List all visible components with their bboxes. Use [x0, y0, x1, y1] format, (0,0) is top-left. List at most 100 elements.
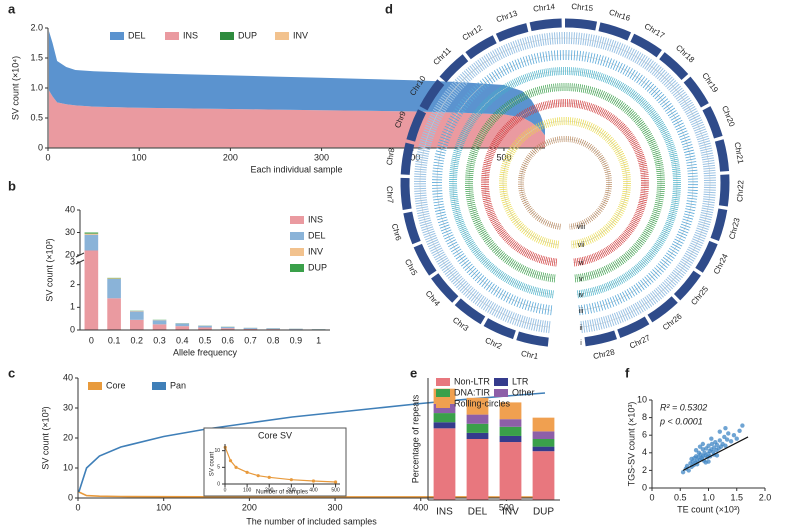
y-tick-label: 0.5 — [30, 112, 43, 122]
legend-swatch — [220, 32, 234, 40]
y-tick-label: 5 — [217, 465, 220, 471]
legend-label: INV — [308, 246, 323, 256]
bar — [243, 327, 258, 329]
y-tick-label: 0 — [68, 492, 73, 502]
bar — [499, 402, 522, 420]
annotation: p < 0.0001 — [659, 416, 703, 426]
point — [706, 459, 711, 464]
point — [724, 437, 730, 442]
bar — [499, 435, 522, 443]
bar — [107, 298, 121, 330]
legend-label: LTR — [512, 376, 529, 386]
x-tick-label: 0.2 — [131, 335, 144, 345]
bar — [152, 320, 167, 325]
bar — [499, 442, 522, 500]
track-label: iii — [579, 308, 584, 315]
point — [693, 447, 699, 453]
chromosome-label: Chr1 — [520, 349, 539, 361]
x-tick-label: 2.0 — [759, 492, 772, 502]
chromosome-label: Chr7 — [385, 186, 395, 204]
x-tick-label: 200 — [242, 502, 257, 512]
line — [78, 392, 546, 493]
chromosome-label: Chr16 — [608, 8, 632, 23]
legend-swatch — [110, 32, 124, 40]
bar — [84, 234, 99, 251]
inset-point — [311, 479, 316, 483]
legend-label: DUP — [238, 30, 257, 40]
x-tick-label: 0.7 — [244, 335, 257, 345]
y-tick-label: 10 — [214, 448, 220, 454]
legend-swatch — [494, 378, 508, 386]
line — [78, 491, 546, 498]
point — [717, 429, 722, 434]
y-axis-title: SV count (×10³) — [44, 238, 54, 301]
bar — [175, 323, 190, 327]
ideogram — [710, 208, 728, 242]
point — [700, 447, 706, 452]
x-tick-label: 0 — [75, 502, 80, 512]
x-tick-label: DUP — [533, 507, 554, 518]
inset-point — [289, 478, 293, 482]
x-tick-label: 100 — [156, 502, 171, 512]
legend-swatch — [290, 264, 304, 272]
ideogram — [529, 18, 562, 32]
inset-y-title: SV count — [210, 451, 216, 476]
bar — [130, 311, 144, 320]
inset-point — [234, 465, 238, 469]
point — [686, 468, 691, 473]
track-label: v — [579, 276, 583, 283]
x-tick-label: 200 — [223, 152, 238, 162]
bar — [532, 451, 555, 500]
legend-swatch — [275, 32, 289, 40]
legend-label: Core — [106, 380, 126, 390]
chromosome-label: Chr24 — [712, 252, 730, 276]
bar — [466, 423, 489, 433]
ideogram — [454, 298, 486, 325]
ideogram — [413, 243, 437, 276]
legend-swatch — [436, 389, 450, 397]
chromosome-label: Chr6 — [390, 223, 404, 243]
y-tick-label: 20 — [65, 249, 75, 259]
point — [680, 469, 686, 475]
ideogram — [584, 330, 618, 347]
bar — [433, 413, 456, 423]
y-tick-label: 0 — [70, 324, 75, 334]
x-tick-label: 0.6 — [221, 335, 234, 345]
x-axis-title: TE count (×10³) — [677, 504, 740, 514]
x-tick-label: 400 — [413, 502, 428, 512]
track — [481, 99, 649, 267]
area — [48, 31, 545, 136]
chromosome-label: Chr26 — [661, 311, 684, 332]
x-tick-label: 1.5 — [730, 492, 743, 502]
point — [726, 431, 731, 436]
x-tick-label: DEL — [468, 507, 488, 518]
bar — [266, 328, 280, 330]
point — [728, 439, 734, 444]
bar — [152, 324, 167, 330]
chromosome-label: Chr17 — [643, 22, 667, 41]
track-label: iv — [578, 292, 584, 299]
legend-swatch — [494, 389, 508, 397]
point — [737, 428, 742, 433]
y-tick-label: 40 — [65, 204, 75, 214]
bar — [220, 328, 235, 330]
x-tick-label: 400 — [405, 152, 420, 162]
legend-label: DEL — [128, 30, 146, 40]
x-tick-label: INS — [436, 507, 453, 518]
inset-x-title: Number of samples — [256, 490, 308, 496]
track — [465, 83, 665, 283]
chromosome-label: Chr22 — [735, 179, 745, 202]
y-tick-label: 0 — [217, 481, 220, 487]
point — [723, 443, 728, 448]
chromosome-label: Chr19 — [700, 71, 720, 94]
x-tick-label: 0 — [45, 152, 50, 162]
track-label: vi — [578, 260, 584, 267]
point — [714, 442, 720, 448]
track-base — [520, 138, 610, 228]
inset-point — [256, 474, 260, 478]
y-tick-label: 10 — [637, 394, 647, 404]
chromosome-label: Chr20 — [720, 104, 737, 128]
ideogram — [673, 270, 701, 301]
inset-frame — [203, 427, 347, 497]
panel-label: c — [8, 365, 15, 380]
